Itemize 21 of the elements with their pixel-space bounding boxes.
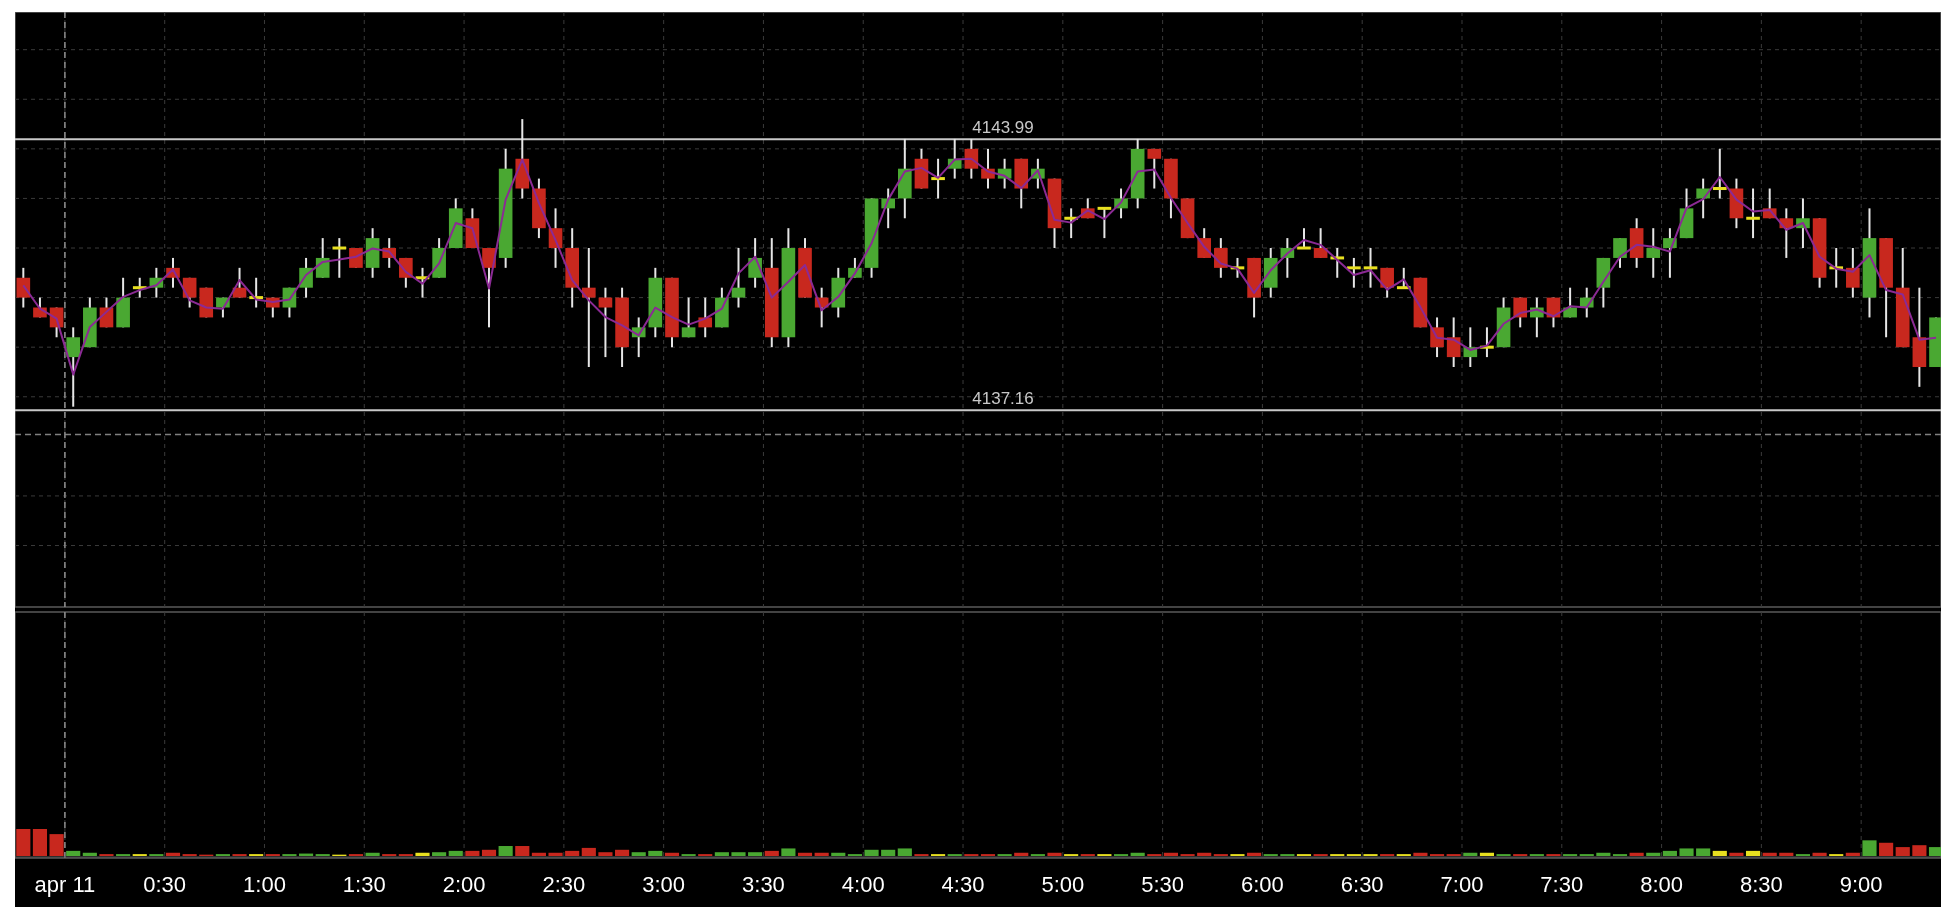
x-tick-label: 6:30 bbox=[1340, 872, 1384, 897]
x-tick-label: 0:30 bbox=[143, 872, 187, 897]
x-tick-label: 4:30 bbox=[941, 872, 985, 897]
x-tick-label: 5:30 bbox=[1141, 872, 1185, 897]
x-tick-label: 7:00 bbox=[1440, 872, 1484, 897]
x-tick-label: 2:00 bbox=[442, 872, 486, 897]
x-tick-label: 1:30 bbox=[342, 872, 386, 897]
ref-line-label: 4137.16 bbox=[972, 389, 1034, 409]
ref-line-label: 4143.99 bbox=[972, 118, 1034, 138]
x-tick-label: 8:00 bbox=[1640, 872, 1683, 897]
x-tick-label: 4:00 bbox=[841, 872, 885, 897]
x-tick-label: apr 11 bbox=[34, 872, 96, 897]
x-tick-label: 3:00 bbox=[642, 872, 686, 897]
x-tick-label: 5:00 bbox=[1041, 872, 1085, 897]
x-tick-label: 2:30 bbox=[542, 872, 586, 897]
x-tick-label: 6:00 bbox=[1241, 872, 1284, 897]
x-tick-label: 1:00 bbox=[243, 872, 286, 897]
x-tick-label: 8:30 bbox=[1739, 872, 1783, 897]
x-tick-label: 7:30 bbox=[1540, 872, 1584, 897]
x-tick-label: 3:30 bbox=[742, 872, 785, 897]
x-tick-label: 9:00 bbox=[1839, 872, 1883, 897]
